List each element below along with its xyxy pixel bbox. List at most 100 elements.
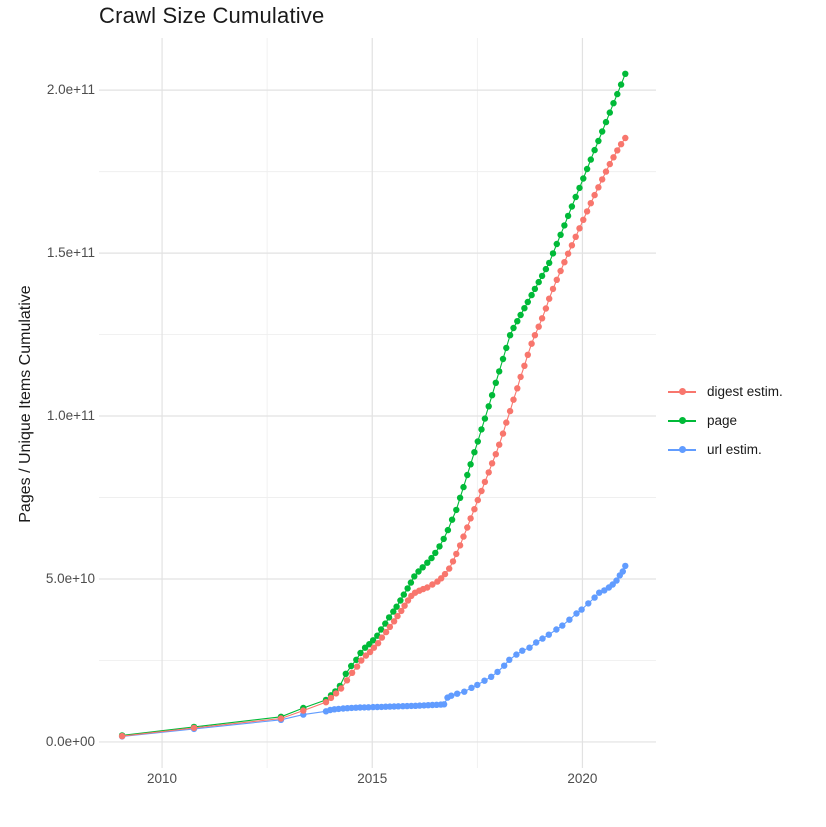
data-point-digestestim (514, 385, 521, 392)
data-point-page (517, 311, 524, 319)
data-point-digestestim (366, 648, 374, 656)
data-point-page (546, 259, 553, 267)
data-point-digestestim (398, 607, 405, 615)
data-point-digestestim (460, 533, 467, 540)
data-point-page (610, 100, 617, 107)
data-point-digestestim (485, 469, 492, 476)
data-point-urlestim (591, 594, 598, 601)
data-point-digestestim (553, 276, 560, 283)
legend-key-icon (668, 416, 696, 426)
x-tick-label: 2020 (567, 771, 598, 786)
legend-entry-digestestim: digest estim. (668, 377, 783, 406)
data-point-digestestim (535, 323, 542, 330)
data-point-digestestim (496, 441, 503, 448)
data-point-urlestim (526, 644, 533, 651)
data-point-page (542, 265, 550, 273)
data-point-digestestim (561, 259, 568, 266)
data-point-digestestim (481, 478, 489, 486)
data-point-digestestim (510, 396, 517, 403)
y-tick-label: 2.0e+11 (46, 82, 95, 98)
legend-label: url estim. (707, 442, 762, 457)
data-point-page (397, 597, 404, 604)
data-point-page (382, 620, 389, 627)
data-point-urlestim (468, 684, 475, 691)
data-point-urlestim (448, 692, 455, 699)
data-point-digestestim (506, 407, 514, 415)
data-point-urlestim (488, 673, 495, 680)
data-point-page (415, 568, 422, 575)
data-point-page (481, 415, 489, 422)
data-point-digestestim (438, 575, 445, 582)
data-point-page (622, 70, 629, 78)
data-point-page (506, 332, 514, 339)
data-point-digestestim (478, 487, 485, 495)
data-point-page (564, 212, 572, 220)
data-point-digestestim (429, 581, 436, 588)
data-point-urlestim (440, 701, 448, 708)
data-point-page (361, 644, 369, 651)
data-point-page (528, 291, 535, 299)
data-point-page (599, 128, 606, 135)
data-point-digestestim (453, 550, 460, 558)
data-point-digestestim (474, 496, 481, 504)
data-point-digestestim (492, 451, 499, 458)
data-point-page (353, 656, 360, 663)
data-point-digestestim (401, 602, 408, 609)
data-point-digestestim (464, 524, 471, 531)
data-point-page (514, 318, 521, 325)
data-point-urlestim (481, 677, 488, 684)
data-point-urlestim (395, 703, 402, 710)
data-point-page (583, 165, 591, 173)
data-point-page (557, 231, 564, 238)
data-point-page (357, 649, 364, 657)
data-point-page (471, 449, 478, 456)
data-point-page (576, 184, 583, 192)
data-point-digestestim (572, 233, 579, 240)
data-point-digestestim (382, 628, 390, 636)
data-point-digestestim (300, 707, 307, 714)
data-point-digestestim (549, 285, 557, 293)
data-point-page (464, 471, 471, 479)
data-point-page (535, 278, 542, 286)
data-point-page (580, 175, 587, 182)
legend-key-dot (678, 417, 686, 424)
data-point-urlestim (335, 705, 342, 713)
data-point-digestestim (622, 134, 629, 142)
data-point-digestestim (332, 690, 340, 697)
data-point-digestestim (348, 669, 356, 676)
data-point-page (478, 426, 485, 433)
data-point-page (448, 516, 456, 523)
data-point-page (456, 494, 464, 501)
data-point-page (390, 608, 397, 615)
data-point-page (444, 526, 452, 534)
data-point-page (460, 483, 467, 491)
data-point-urlestim (513, 651, 520, 658)
data-point-digestestim (362, 652, 370, 659)
data-point-urlestim (461, 688, 468, 695)
data-point-digestestim (118, 732, 126, 740)
chart-title: Crawl Size Cumulative (99, 3, 325, 28)
data-point-page (614, 90, 621, 98)
data-point-page (411, 573, 418, 580)
data-point-urlestim (619, 568, 626, 575)
data-point-page (499, 355, 507, 363)
data-point-page (424, 559, 431, 566)
data-point-digestestim (499, 430, 507, 437)
data-point-page (572, 193, 579, 201)
data-point-urlestim (519, 647, 526, 654)
data-point-urlestim (545, 631, 552, 638)
x-tick-label: 2015 (357, 771, 388, 786)
data-point-page (538, 272, 546, 280)
data-point-urlestim (578, 606, 585, 613)
data-point-digestestim (521, 362, 528, 369)
data-point-urlestim (622, 562, 629, 570)
data-point-digestestim (446, 565, 453, 572)
data-point-digestestim (449, 558, 457, 565)
data-point-urlestim (454, 690, 461, 697)
data-point-page (436, 543, 443, 550)
data-point-urlestim (566, 616, 573, 623)
data-point-digestestim (322, 699, 330, 706)
data-point-page (492, 379, 499, 386)
data-point-urlestim (585, 600, 592, 607)
